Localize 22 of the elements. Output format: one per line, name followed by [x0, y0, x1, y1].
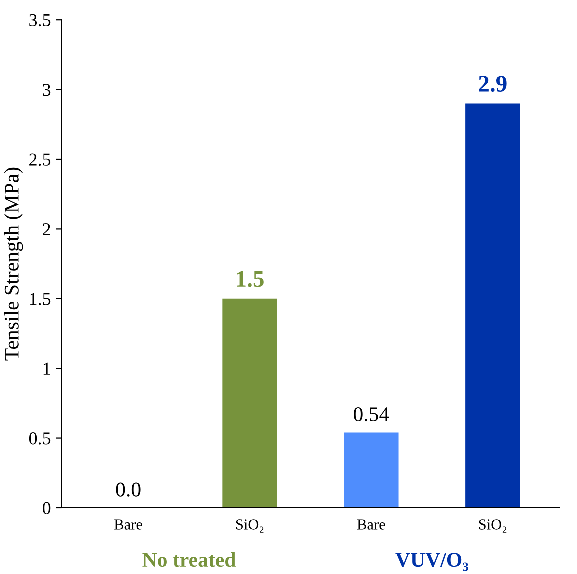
bar [466, 104, 520, 508]
x-tick-label: SiO₂ [236, 520, 264, 533]
y-tick-label: 3.5 [30, 14, 51, 27]
data-label: 1.5 [237, 271, 264, 288]
x-tick-label: Bare [114, 520, 142, 530]
y-tick-label: 0.5 [29, 432, 51, 445]
y-axis-title: Tensile Strength (MPa) [4, 168, 24, 361]
y-tick-label: 1.5 [30, 293, 51, 306]
y-tick-label: 2.5 [30, 154, 51, 166]
bar [222, 298, 278, 508]
data-label: 2.9 [479, 76, 507, 92]
y-tick-label: 1 [44, 362, 50, 375]
text: VUV/O₃ [396, 553, 468, 572]
y-tick-label: 3 [43, 84, 51, 96]
x-tick-label: Bare [357, 520, 386, 530]
y-tick-label: 2 [43, 224, 50, 236]
bar [344, 432, 399, 508]
x-tick-label: SiO₂ [479, 520, 507, 533]
text: No treated [142, 552, 236, 568]
y-tick-label: 0 [42, 502, 51, 514]
data-label: 0.0 [116, 482, 141, 497]
data-label: 0.54 [354, 407, 390, 422]
